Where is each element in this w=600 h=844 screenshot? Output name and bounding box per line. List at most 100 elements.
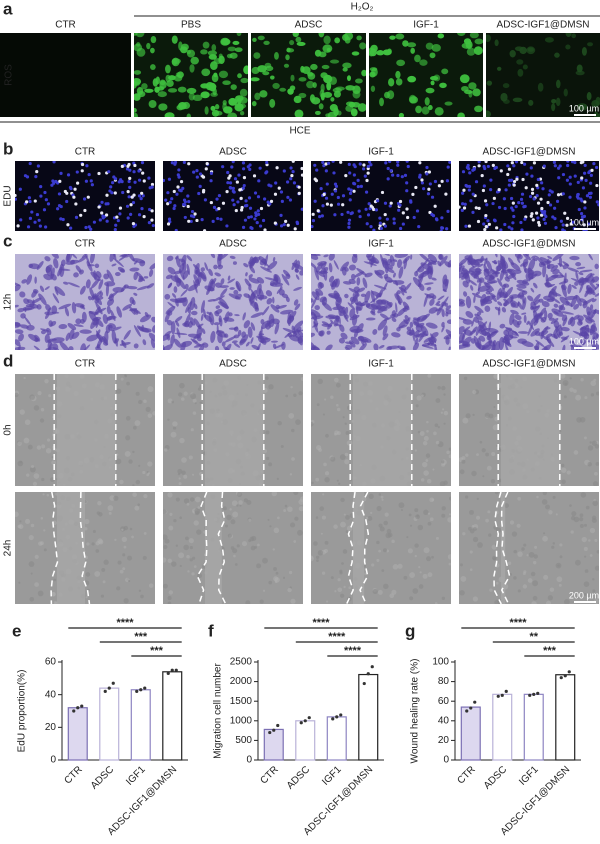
cell [438,254,444,260]
nucleus [350,211,354,215]
cell [264,254,269,267]
bar [295,720,316,761]
texture [590,380,597,387]
micrograph [459,254,599,350]
nucleus [368,161,372,164]
cell [150,35,157,44]
cell [395,78,403,86]
cell [570,277,584,284]
nucleus [231,186,235,191]
micrograph [311,161,451,231]
cell [79,285,86,295]
nucleus [491,163,495,167]
nucleus [311,219,316,223]
texture [222,506,227,511]
cell [572,330,584,337]
cell [383,254,391,256]
cell [470,338,476,344]
cell [403,258,408,270]
nucleus [561,223,565,227]
texture [117,560,122,565]
cell [67,282,80,288]
texture [579,416,586,423]
cell [404,314,410,322]
nucleus [291,161,295,163]
cell [514,46,524,51]
data-point [111,681,115,685]
nucleus [386,166,390,171]
nucleus [363,174,367,178]
texture [533,554,538,559]
y-tick-label: 100 [432,657,449,668]
nucleus [54,179,58,184]
nucleus [589,173,593,177]
nucleus [383,224,387,228]
texture [288,570,293,575]
cell [65,332,71,341]
nucleus [113,191,117,195]
nucleus [277,186,281,190]
cell [539,307,547,317]
texture [490,479,496,484]
texture [504,503,509,509]
cell [200,83,210,89]
cell [176,327,181,339]
cell [338,337,345,344]
nucleus [445,179,449,183]
texture [48,394,52,398]
nucleus [582,171,587,175]
cell [365,317,376,321]
cell [227,275,231,281]
texture [448,513,451,516]
texture [592,589,596,593]
cell [441,296,449,308]
micrograph [0,33,131,117]
cell [93,270,97,281]
bar [358,673,379,761]
nucleus [372,207,376,212]
nucleus [512,179,517,184]
nucleus [366,164,370,168]
texture [596,549,599,554]
cell [264,62,272,69]
cell [260,319,265,325]
texture [343,585,346,589]
cell [243,263,249,268]
cell [335,297,342,307]
cell [134,77,142,86]
nucleus [248,163,252,167]
cell [394,254,408,259]
significance-label: *** [134,631,148,643]
cell [251,101,257,107]
cell [565,44,571,50]
nucleus [192,215,196,219]
nucleus [282,169,286,173]
cell [565,33,572,37]
texture [423,435,429,441]
cell [359,343,367,350]
texture [34,582,39,587]
cell [307,72,316,80]
nucleus [511,201,515,205]
cell [468,279,477,286]
texture [335,382,341,388]
nucleus [65,199,69,204]
nucleus [66,223,70,227]
cell [409,96,418,104]
panel-letter: d [3,351,13,370]
cell [107,291,119,300]
texture [420,478,425,482]
column-label: ADSC-IGF1@DMSN [483,239,576,250]
cell [102,313,108,324]
cell [394,293,403,304]
cell [328,314,340,320]
nucleus [221,165,225,169]
texture [345,431,350,435]
cell [504,334,511,346]
cell [579,278,590,283]
nucleus [523,204,527,208]
texture [41,477,45,482]
texture [344,422,347,425]
cell [201,328,206,334]
cell [382,333,389,341]
